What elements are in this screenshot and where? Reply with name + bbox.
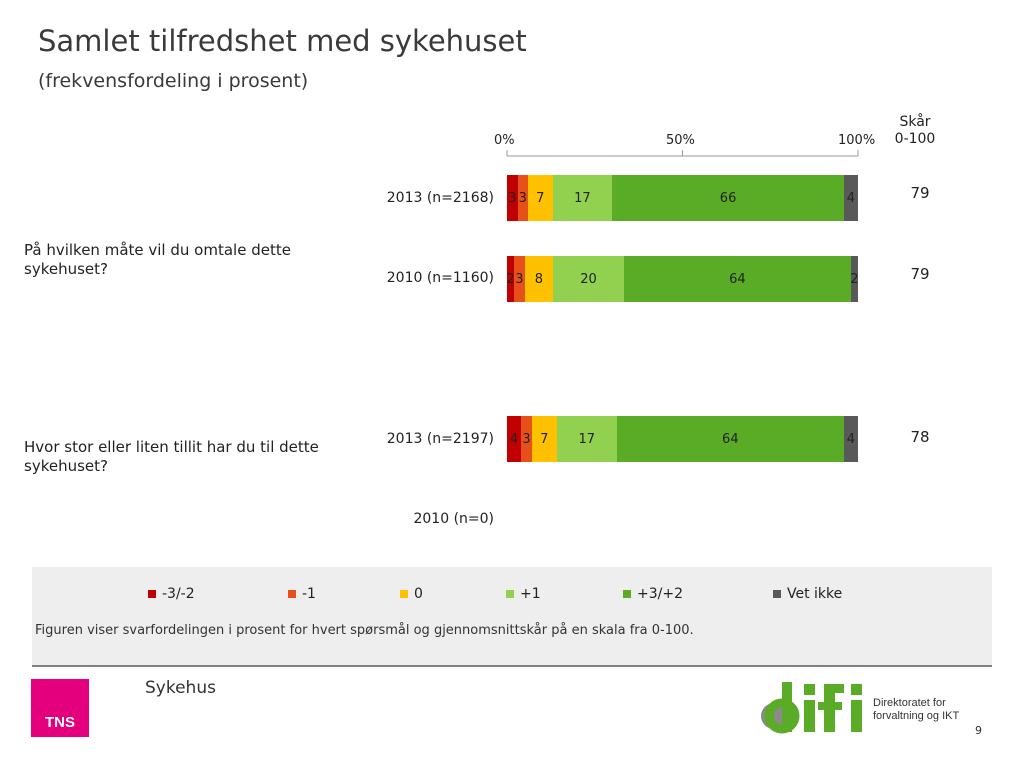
bar-segment-0: 7 [531, 416, 557, 462]
difi-logo-text: Direktoratet for forvaltning og IKT [873, 697, 959, 723]
legend-swatch [148, 590, 156, 598]
bar-q2-2013: 4 3 7 17 64 4 [507, 416, 858, 462]
difi-text-line2: forvaltning og IKT [873, 710, 960, 722]
page-number: 9 [975, 724, 982, 737]
score-header-line2: 0-100 [894, 131, 936, 147]
row-label-q1-2013: 2013 (n=2168) [386, 190, 494, 206]
question-1: På hvilken måte vil du omtale dette syke… [24, 241, 291, 278]
legend-swatch [506, 590, 514, 598]
legend-item: Vet ikke [773, 586, 842, 602]
bar-segment--3/-2: 3 [507, 175, 518, 221]
score-header: Skår 0-100 [880, 114, 950, 148]
legend-item: 0 [400, 586, 423, 602]
bar-segment-+1: 17 [552, 175, 613, 221]
legend-label: +3/+2 [637, 586, 683, 602]
bar-segment--1: 3 [514, 256, 525, 302]
legend-swatch [288, 590, 296, 598]
figure-note: Figuren viser svarfordelingen i prosent … [35, 623, 694, 638]
x-axis [506, 150, 859, 157]
difi-logo-f-bar [818, 702, 842, 710]
difi-logo-f-top [824, 684, 844, 693]
question-2: Hvor stor eller liten tillit har du til … [24, 438, 319, 475]
axis-tick-label-100: 100% [838, 133, 876, 148]
bar-segment-0: 7 [528, 175, 553, 221]
page-subtitle: (frekvensfordeling i prosent) [38, 70, 309, 92]
legend-label: -1 [302, 586, 316, 602]
bar-segment-+3/+2: 66 [612, 175, 844, 221]
bar-q2-2010 [507, 497, 858, 543]
bar-segment-+3/+2: 64 [616, 416, 844, 462]
footer-label: Sykehus [145, 678, 216, 698]
legend-label: -3/-2 [162, 586, 195, 602]
legend-swatch [400, 590, 408, 598]
page-title: Samlet tilfredshet med sykehuset [38, 24, 527, 58]
legend-item: +1 [506, 586, 541, 602]
difi-logo-dot2 [851, 684, 862, 695]
bar-segment-+1: 20 [553, 256, 624, 302]
score-q1-2013: 79 [910, 184, 930, 202]
axis-tick-label-0: 0% [494, 133, 515, 148]
bar-segment-+1: 17 [556, 416, 617, 462]
row-label-q2-2013: 2013 (n=2197) [386, 431, 494, 447]
row-label-q1-2010: 2010 (n=1160) [386, 270, 494, 286]
difi-logo-i1 [804, 700, 815, 732]
tns-logo-text: TNS [45, 714, 75, 731]
difi-logo-f-stem [824, 692, 835, 732]
score-q1-2010: 79 [910, 265, 930, 283]
legend-panel: -3/-2 -1 0 +1 +3/+2 Vet ikke Figuren vis… [32, 567, 992, 667]
bar-segment-0: 8 [524, 256, 554, 302]
row-label-q2-2010: 2010 (n=0) [413, 511, 494, 527]
difi-logo-d-bowl [764, 698, 800, 734]
bar-segment-Vet ikke: 2 [850, 256, 859, 302]
legend-item: +3/+2 [623, 586, 683, 602]
score-header-line1: Skår [899, 114, 931, 130]
bar-q1-2013: 3 3 7 17 66 4 [507, 175, 858, 221]
legend-item: -3/-2 [148, 586, 195, 602]
bar-segment--3/-2: 2 [506, 256, 515, 302]
legend-label: +1 [520, 586, 541, 602]
tns-logo: TNS [31, 679, 89, 737]
bar-segment--3/-2: 4 [507, 416, 522, 462]
legend-swatch [773, 590, 781, 598]
legend-swatch [623, 590, 631, 598]
bar-segment--1: 3 [521, 416, 532, 462]
bar-segment--1: 3 [517, 175, 529, 221]
legend-item: -1 [288, 586, 316, 602]
difi-logo [761, 682, 862, 734]
score-q2-2013: 78 [910, 428, 930, 446]
bar-segment-Vet ikke: 4 [843, 175, 858, 221]
difi-logo-i2 [851, 700, 862, 732]
legend-label: 0 [414, 586, 423, 602]
bar-segment-+3/+2: 64 [623, 256, 851, 302]
difi-text-line1: Direktoratet for [873, 697, 946, 709]
axis-tick-label-50: 50% [666, 133, 695, 148]
bar-q1-2010: 2 3 8 20 64 2 [506, 256, 859, 302]
difi-logo-dot1 [804, 684, 815, 695]
legend-label: Vet ikke [787, 586, 843, 602]
bar-segment-Vet ikke: 4 [843, 416, 858, 462]
